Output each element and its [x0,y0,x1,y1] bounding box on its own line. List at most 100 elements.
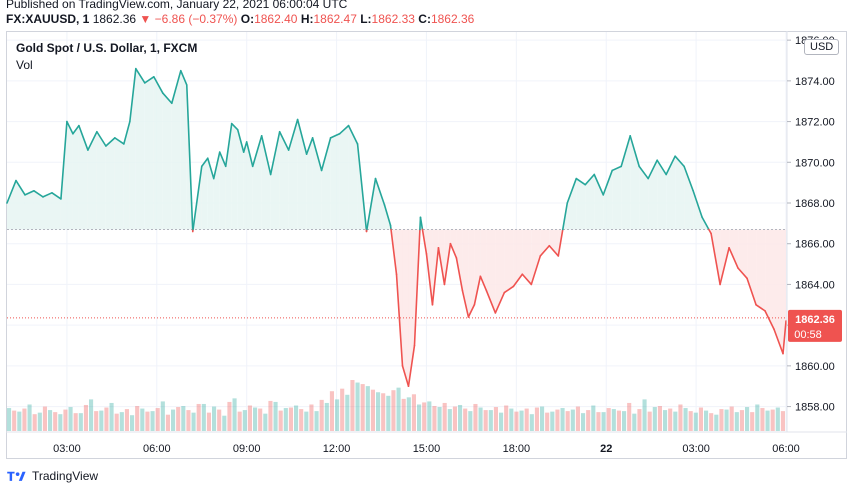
volume-bar-down [340,388,345,431]
volume-legend[interactable]: Vol [16,58,33,72]
volume-bar-up [775,407,780,431]
price-line-down-segment [390,228,398,276]
price-line-up-segment [347,124,359,145]
fill-below-baseline [468,229,475,317]
volume-bar-down [391,390,396,431]
volume-bar-down [83,404,88,431]
currency-badge[interactable]: USD [804,39,840,55]
fill-below-baseline [486,229,496,313]
fill-above-baseline [339,125,349,230]
fill-below-baseline [738,229,748,279]
price-line-up-segment [60,120,68,200]
volume-bar-up [683,408,688,431]
volume-bar-down [196,403,201,431]
fill-above-baseline [243,141,247,230]
price-tick-label: 1864.00 [795,279,835,291]
high-value: 1862.47 [313,12,357,26]
volume-bar-up [181,406,186,431]
price-line-up-segment [129,67,137,123]
volume-bar-up [119,412,124,431]
volume-bar-up [417,404,422,431]
symbol-label[interactable]: FX:XAUUSD, 1 [6,12,90,26]
volume-bar-down [555,409,560,431]
time-tick-label: 18:00 [503,443,531,455]
volume-bar-down [124,409,129,431]
footer-brand[interactable]: TradingView [32,469,99,483]
volume-bar-up [242,410,247,431]
volume-bar-down [319,399,324,431]
fill-above-baseline [270,131,280,230]
price-line-up-segment [561,202,569,231]
volume-bar-up [652,407,657,431]
chart-legend-title[interactable]: Gold Spot / U.S. Dollar, 1, FXCM [16,41,198,55]
volume-bar-down [780,411,785,431]
fill-below-baseline [480,229,487,291]
time-tick-label: 06:00 [143,443,171,455]
volume-bar-down [750,412,755,431]
volume-bar-up [140,408,145,431]
volume-bar-up [304,411,309,431]
fill-below-baseline [408,229,415,387]
volume-bar-down [350,380,355,431]
price-line-up-segment [260,135,272,176]
fill-above-baseline [219,152,226,230]
fill-above-baseline [51,192,61,230]
price-line-up-segment [245,141,254,168]
volume-bar-up [540,406,545,431]
price-line-up-segment [419,216,424,231]
volume-bar-up [427,401,432,431]
volume-bar-up [99,410,104,431]
price-line-up-segment [611,165,623,172]
fill-above-baseline [321,137,331,230]
price-line-up-segment [269,130,281,176]
fill-below-baseline [522,229,532,285]
price-line-up-segment [96,130,107,147]
volume-bar-down [278,410,283,431]
volume-bar-up [355,382,360,431]
fill-below-baseline [402,229,409,387]
price-line-up-segment [144,75,155,84]
high-label: H: [300,12,314,26]
price-line-up-segment [566,177,578,204]
price-line-down-segment [539,244,551,257]
fill-above-baseline [144,76,154,230]
price-line-down-segment [467,303,476,318]
volume-bar-down [22,408,27,431]
fill-above-baseline [603,170,613,230]
price-line-down-segment [443,242,452,286]
volume-bar-up [253,407,258,431]
price-line-down-segment [485,289,497,314]
volume-bar-up [611,409,616,431]
price-line-down-segment [425,253,434,306]
fill-above-baseline [7,180,16,230]
fill-below-baseline [540,229,550,256]
price-line-up-segment [674,155,685,168]
price-line-down-segment [503,285,515,294]
volume-bar-down [73,413,78,431]
fill-above-baseline [201,158,208,230]
volume-bar-up [714,414,719,431]
fill-above-baseline [375,178,385,230]
price-line-up-segment [66,120,74,135]
price-line-up-segment [356,143,368,231]
price-line-up-segment [212,151,221,180]
volume-bar-down [370,389,375,431]
price-line-up-segment [6,179,17,204]
last-price: 1862.36 [92,12,137,26]
volume-bar-up [37,412,42,431]
price-line-down-segment [548,244,560,257]
fill-above-baseline [42,192,52,230]
time-tick-label: 15:00 [413,443,441,455]
volume-bar-down [616,410,621,431]
volume-bar-down [268,400,273,431]
volume-bar-down [53,412,58,431]
price-line-up-segment [320,137,332,172]
price-line-up-segment [593,173,605,196]
volume-bar-down [329,391,334,431]
price-line-down-segment [455,257,464,292]
price-line-up-segment [656,159,667,176]
tradingview-logo-icon [7,471,26,481]
volume-bar-up [601,412,606,431]
volume-bar-down [176,407,181,431]
